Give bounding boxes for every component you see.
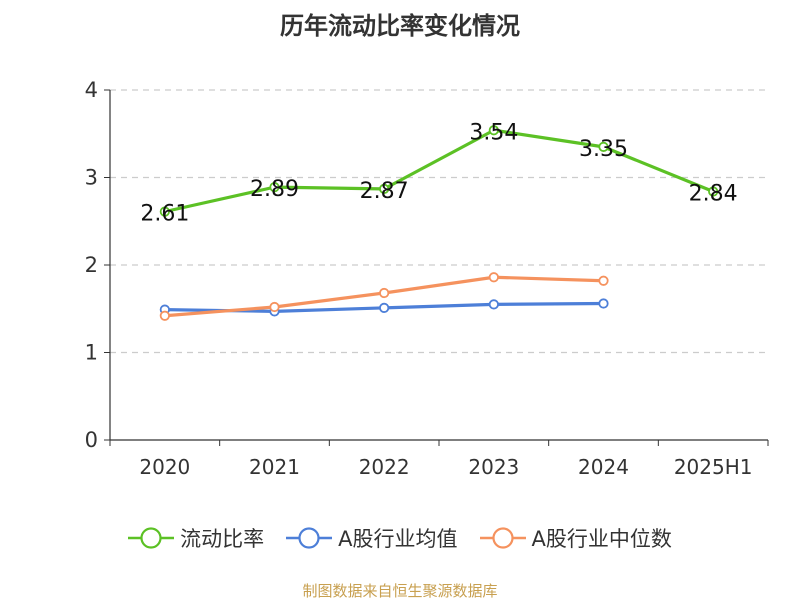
legend-label-industry-mean: A股行业均值 — [338, 527, 458, 551]
legend-swatch-industry-median-icon — [479, 527, 526, 549]
y-tick-label-3: 3 — [85, 166, 98, 190]
data-label-0-2021: 2.89 — [250, 177, 299, 202]
x-tick-label-2023: 2023 — [468, 455, 519, 479]
data-point-0-2024 — [598, 141, 609, 152]
legend-swatch-current-ratio-icon — [128, 527, 175, 549]
x-tick-label-2021: 2021 — [249, 455, 300, 479]
chart-title: 历年流动比率变化情况 — [280, 12, 520, 40]
legend-swatch-industry-mean-icon — [286, 527, 333, 549]
data-point-2-2023 — [488, 272, 499, 283]
data-point-0-2025H1 — [708, 186, 719, 197]
y-tick-label-1: 1 — [85, 341, 98, 365]
legend: 流动比率 A股行业均值 A股行业中位数 — [0, 523, 800, 553]
legend-swatch-circle — [140, 527, 162, 549]
data-label-0-2024: 3.35 — [579, 137, 628, 162]
data-point-2-2024 — [598, 275, 609, 286]
data-point-0-2022 — [379, 183, 390, 194]
data-label-0-2020: 2.61 — [140, 202, 189, 227]
series-line-0 — [164, 128, 714, 214]
legend-item-industry-mean[interactable]: A股行业均值 — [286, 523, 458, 553]
x-tick-label-2020: 2020 — [139, 455, 190, 479]
y-tick-label-4: 4 — [85, 78, 98, 102]
legend-swatch-circle — [491, 527, 514, 549]
x-tick-label-2025H1: 2025H1 — [674, 455, 753, 479]
data-labels: 2.61 2.89 2.87 3.54 3.35 2.84 — [140, 120, 737, 226]
legend-swatch-circle — [298, 527, 320, 549]
data-point-0-2020 — [159, 206, 170, 217]
legend-item-industry-median[interactable]: A股行业中位数 — [479, 523, 672, 553]
data-point-2-2020 — [159, 310, 170, 321]
data-label-0-2025H1: 2.84 — [689, 182, 738, 207]
x-tick-label-2022: 2022 — [359, 455, 410, 479]
y-tick-label-0: 0 — [85, 428, 98, 452]
data-point-2-2021 — [269, 301, 280, 313]
series-lines — [159, 125, 719, 321]
data-point-2-2022 — [379, 287, 390, 299]
legend-label-industry-median: A股行业中位数 — [531, 527, 672, 551]
data-point-0-2021 — [269, 182, 280, 193]
legend-item-current-ratio[interactable]: 流动比率 — [128, 523, 264, 553]
data-point-1-2023 — [488, 299, 499, 310]
source-note: 制图数据来自恒生聚源数据库 — [302, 582, 498, 600]
y-tick-label-2: 2 — [85, 253, 98, 277]
axes: 0 1 2 3 4 2020 2021 2022 2023 2024 2025H1 — [85, 78, 769, 479]
x-tick-label-2024: 2024 — [578, 455, 629, 479]
data-point-1-2022 — [379, 302, 390, 313]
legend-label-current-ratio: 流动比率 — [180, 527, 265, 551]
data-point-0-2023 — [488, 125, 499, 136]
data-label-0-2022: 2.87 — [360, 179, 409, 204]
data-point-1-2024 — [598, 298, 609, 309]
data-label-0-2023: 3.54 — [469, 120, 518, 145]
